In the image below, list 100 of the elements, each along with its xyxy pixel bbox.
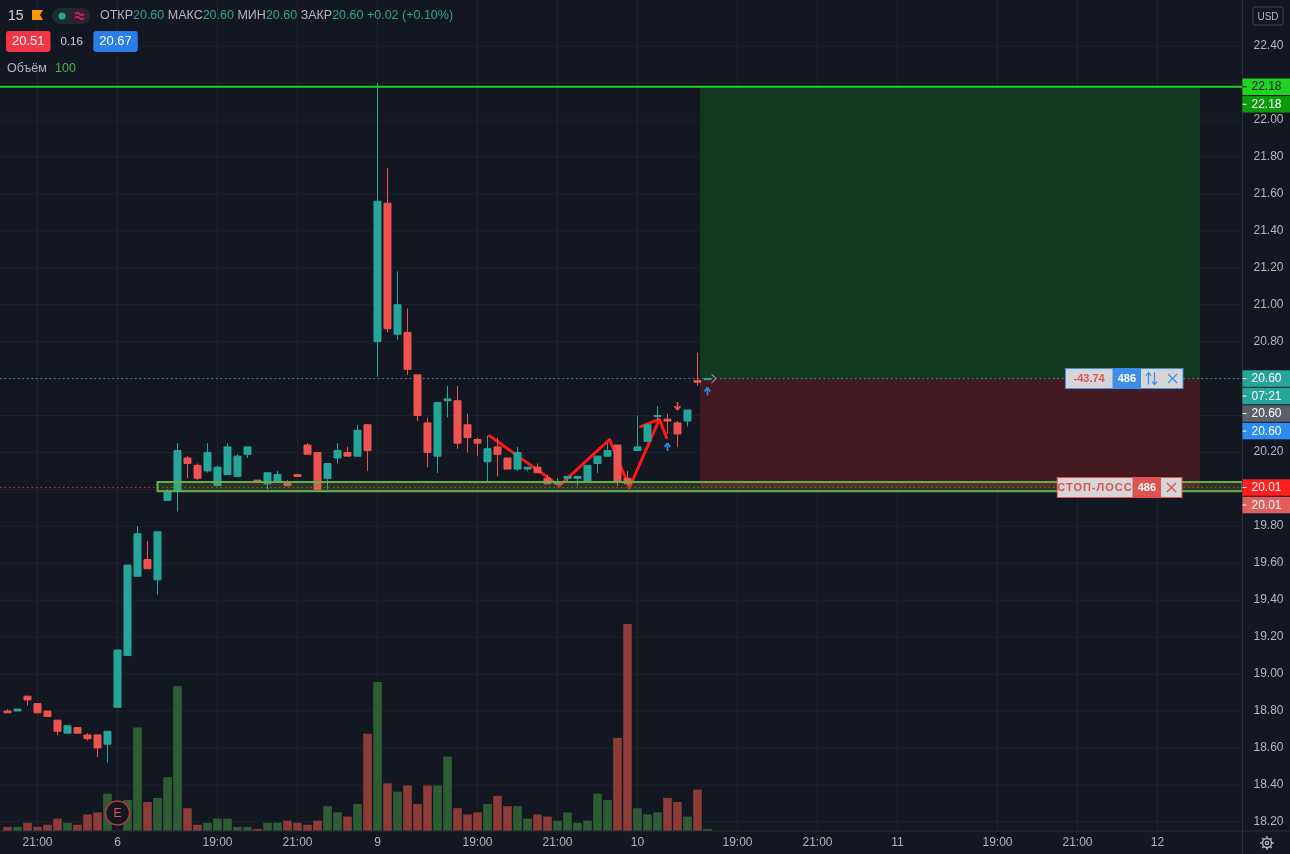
bar — [353, 804, 362, 831]
annotation: 486 — [1117, 371, 1137, 384]
annotation: -43.74 — [1073, 371, 1106, 384]
y-tick-label: 18.60 — [1253, 740, 1284, 755]
candlestick — [493, 437, 502, 477]
candlestick — [653, 405, 662, 422]
candlestick — [423, 416, 432, 468]
candlestick — [193, 463, 202, 481]
bar — [683, 816, 692, 831]
bar — [143, 802, 152, 831]
annotation: 486 — [1137, 480, 1157, 493]
annotation: 0.16 — [60, 35, 83, 48]
y-tick-label: 22.00 — [1253, 112, 1284, 127]
candlestick — [553, 477, 562, 485]
candlestick — [73, 727, 82, 734]
candlestick — [393, 270, 402, 341]
candlestick — [343, 446, 352, 457]
text: 20.60 — [1251, 423, 1282, 438]
y-tick-label: 20.20 — [1253, 444, 1284, 459]
candlestick — [23, 695, 32, 706]
bar — [693, 789, 702, 831]
candlestick — [353, 424, 362, 457]
candlestick — [283, 479, 292, 487]
x-tick-label: 19:00 — [202, 835, 233, 850]
candlestick — [503, 457, 512, 470]
annotation: E — [113, 805, 122, 820]
x-tick-label: 21:00 — [542, 835, 573, 850]
candlestick — [403, 307, 412, 376]
candlestick — [143, 540, 152, 570]
candlestick — [13, 708, 22, 712]
candlestick — [693, 352, 702, 387]
y-tick-label: 18.40 — [1253, 777, 1284, 792]
candlestick — [323, 463, 332, 490]
y-tick-label: 21.20 — [1253, 259, 1284, 274]
x-tick-label: 21:00 — [802, 835, 833, 850]
bar — [343, 816, 352, 831]
chart-title: Объём — [7, 61, 47, 76]
candlestick — [153, 531, 162, 596]
y-tick-label: 18.20 — [1253, 813, 1284, 828]
x-tick-label: 6 — [114, 835, 122, 850]
candlestick — [3, 708, 12, 714]
candlestick — [363, 424, 372, 472]
y-tick-label: 19.00 — [1253, 666, 1284, 681]
candlestick — [433, 402, 442, 474]
candlestick — [63, 725, 72, 734]
candlestick — [473, 437, 482, 457]
candlestick — [443, 385, 452, 418]
x-tick-label: 19:00 — [982, 835, 1013, 850]
y-tick-label: 19.40 — [1253, 592, 1284, 607]
y-tick-label: 19.60 — [1253, 555, 1284, 570]
x-tick-label: 9 — [374, 835, 382, 850]
candlestick — [103, 730, 112, 764]
bar — [483, 804, 492, 831]
candlestick — [663, 413, 672, 435]
text: 20.01 — [1251, 497, 1282, 512]
candlestick — [253, 479, 262, 483]
x-tick-label: 12 — [1150, 835, 1165, 850]
y-tick-label: 21.60 — [1253, 186, 1284, 201]
y-tick-label: 18.80 — [1253, 703, 1284, 718]
candlestick — [183, 455, 192, 479]
y-tick-label: 21.80 — [1253, 149, 1284, 164]
x-tick-label: 21:00 — [22, 835, 53, 850]
x-tick-label: 10 — [630, 835, 645, 850]
candlestick — [333, 442, 342, 465]
ref-line-label: 22.18 — [1251, 79, 1282, 94]
text: USD — [1257, 10, 1279, 22]
annotation: 100 — [55, 61, 76, 76]
bar — [363, 733, 372, 831]
candlestick — [683, 409, 692, 428]
x-tick-label: 19:00 — [462, 835, 493, 850]
candlestick — [383, 167, 392, 333]
y-tick-label: 19.80 — [1253, 518, 1284, 533]
ref-line-label: 20.60 — [1251, 371, 1282, 386]
x-tick-label: 11 — [891, 835, 905, 850]
bar — [373, 681, 382, 831]
bar — [383, 783, 392, 831]
text: 20.60 — [1251, 406, 1282, 421]
y-tick-label: 21.00 — [1253, 296, 1284, 311]
text: 15 — [8, 6, 24, 23]
candlestick — [673, 420, 682, 448]
candlestick — [643, 424, 652, 442]
candlestick — [243, 446, 252, 459]
candlestick — [293, 474, 302, 477]
x-tick-label: 21:00 — [282, 835, 313, 850]
bar — [393, 791, 402, 831]
x-tick-label: 21:00 — [1062, 835, 1093, 850]
x-tick-label: 19:00 — [722, 835, 753, 850]
candlestick — [543, 474, 552, 485]
annotation: 20.67 — [99, 33, 132, 49]
candlestick — [413, 374, 422, 422]
candlestick — [633, 415, 642, 452]
y-tick-label: 21.40 — [1253, 223, 1284, 238]
y-tick-label: 19.20 — [1253, 629, 1284, 644]
text: 07:21 — [1251, 388, 1282, 403]
text: ОТКР20.60 МАКС20.60 МИН20.60 ЗАКР20.60 +0.02 (+0.10%) — [100, 8, 454, 23]
y-tick-label: 22.40 — [1253, 38, 1284, 53]
candlestick — [483, 435, 492, 483]
ref-line-label: 20.01 — [1251, 480, 1282, 495]
y-tick-label: 20.80 — [1253, 333, 1284, 348]
candlestick — [533, 463, 542, 474]
